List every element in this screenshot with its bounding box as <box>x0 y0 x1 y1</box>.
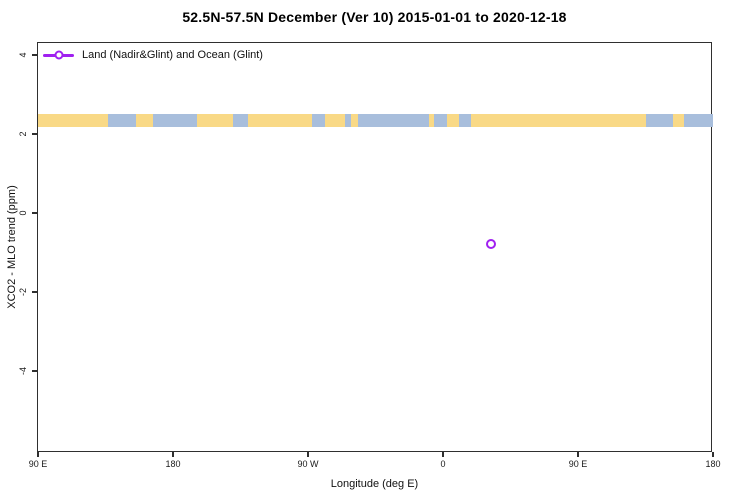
land-segment <box>351 114 358 127</box>
ocean-segment <box>152 114 198 127</box>
x-tick-label: 90 W <box>297 459 319 469</box>
land-segment <box>38 114 109 127</box>
land-segment <box>447 114 460 127</box>
ocean-segment <box>345 114 352 127</box>
land-segment <box>197 114 234 127</box>
y-tick-label: 2 <box>18 131 28 137</box>
land-segment <box>470 114 647 127</box>
y-tick-label: -4 <box>18 366 28 376</box>
chart-title: 52.5N-57.5N December (Ver 10) 2015-01-01… <box>182 9 567 25</box>
x-tick-label: 180 <box>705 459 721 469</box>
open-circle-marker-icon <box>54 50 63 60</box>
ocean-segment <box>312 114 325 127</box>
y-tick <box>32 133 37 135</box>
x-tick-label: 0 <box>440 459 446 469</box>
x-tick <box>172 452 174 457</box>
land-segment <box>324 114 346 127</box>
land-segment <box>248 114 313 127</box>
land-segment <box>673 114 685 127</box>
x-tick <box>37 452 39 457</box>
y-tick <box>32 212 37 214</box>
land-segment <box>428 114 435 127</box>
y-tick <box>32 54 37 56</box>
x-tick <box>712 452 714 457</box>
y-axis-title: XCO2 - MLO trend (ppm) <box>6 185 18 309</box>
x-axis-title: Longitude (deg E) <box>330 478 419 490</box>
y-tick <box>32 370 37 372</box>
y-tick-label: -2 <box>18 287 28 297</box>
x-tick <box>442 452 444 457</box>
y-tick <box>32 291 37 293</box>
ocean-segment <box>684 114 713 127</box>
x-tick-label: 180 <box>165 459 181 469</box>
x-tick-label: 90 E <box>28 459 48 469</box>
x-tick <box>307 452 309 457</box>
ocean-segment <box>434 114 448 127</box>
plot-area: -4 -2 0 2 4 90 E 180 90 W 0 90 E 180 Land (Nadir&G… <box>18 42 721 469</box>
ocean-segment <box>459 114 471 127</box>
ocean-segment <box>233 114 248 127</box>
x-tick <box>577 452 579 457</box>
ocean-segment <box>357 114 429 127</box>
x-tick-label: 90 E <box>568 459 588 469</box>
y-tick-label: 0 <box>18 210 28 216</box>
data-point-marker <box>486 238 496 249</box>
ocean-segment <box>108 114 136 127</box>
land-segment <box>135 114 153 127</box>
legend: Land (Nadir&Glint) and Ocean (Glint) <box>43 48 263 62</box>
legend-line-sample <box>43 50 74 60</box>
legend-label: Land (Nadir&Glint) and Ocean (Glint) <box>82 49 263 61</box>
ocean-segment <box>646 114 674 127</box>
y-tick-label: 4 <box>18 52 28 58</box>
